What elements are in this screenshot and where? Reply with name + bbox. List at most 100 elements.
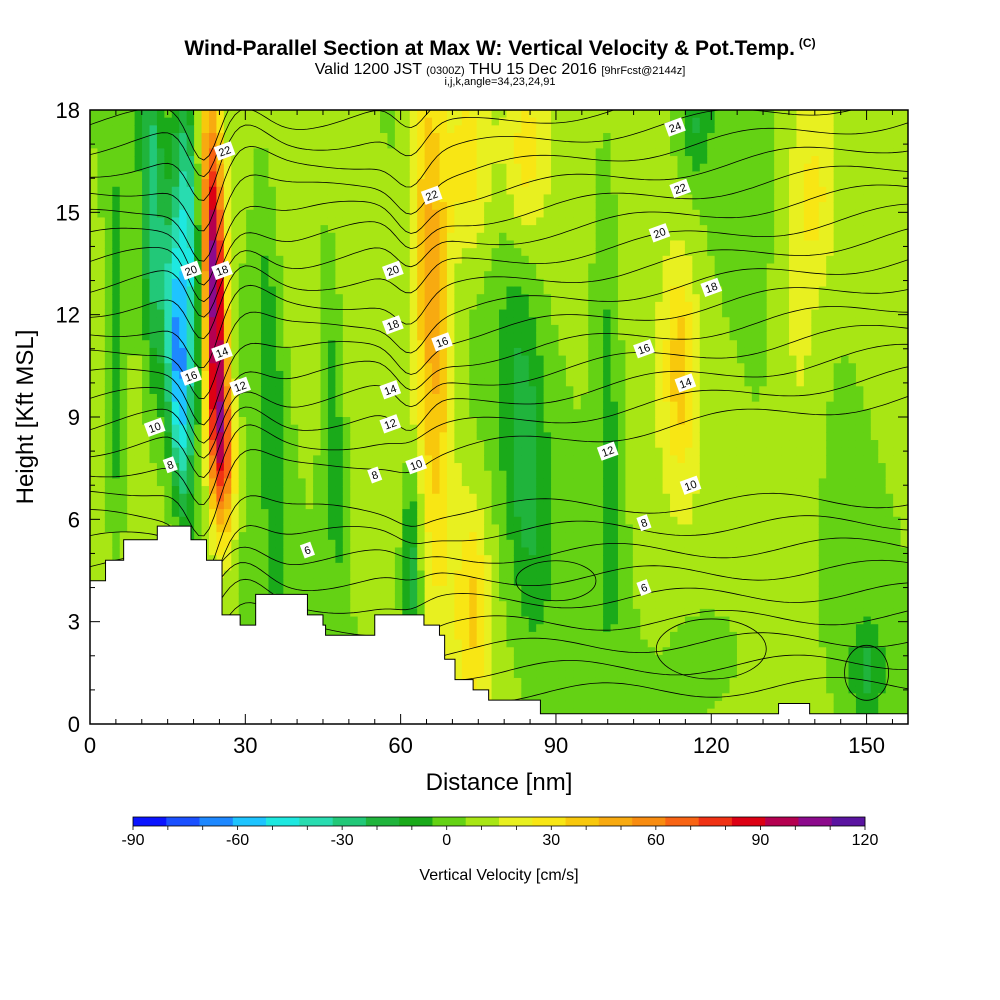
velocity-cell <box>238 532 247 541</box>
velocity-cell <box>246 401 255 410</box>
velocity-cell <box>194 171 203 180</box>
velocity-cell <box>253 555 262 564</box>
velocity-cell <box>208 217 218 226</box>
velocity-cell <box>156 156 165 165</box>
velocity-cell <box>424 110 433 119</box>
velocity-cell <box>469 378 478 387</box>
velocity-cell <box>528 562 537 572</box>
velocity-cell <box>223 455 232 464</box>
velocity-cell <box>499 317 508 326</box>
velocity-cell <box>179 117 188 126</box>
velocity-cell <box>104 532 113 541</box>
velocity-cell <box>149 478 158 487</box>
velocity-cell <box>305 455 314 464</box>
velocity-cell <box>394 248 403 257</box>
velocity-cell <box>484 616 493 625</box>
velocity-cell <box>536 278 545 288</box>
velocity-cell <box>149 148 158 157</box>
velocity-cell <box>476 179 485 188</box>
velocity-cell <box>208 186 218 196</box>
velocity-cell <box>194 363 203 372</box>
velocity-cell <box>476 670 485 679</box>
velocity-cell <box>491 647 500 656</box>
velocity-cell <box>469 393 478 403</box>
velocity-cell <box>231 608 240 618</box>
velocity-cell <box>454 401 463 410</box>
velocity-cell <box>119 171 128 180</box>
velocity-cell <box>513 470 522 479</box>
velocity-cell <box>446 370 455 380</box>
velocity-cell <box>446 509 455 518</box>
velocity-cell <box>461 340 470 349</box>
velocity-cell <box>394 202 403 211</box>
velocity-cell <box>513 647 522 656</box>
velocity-cell <box>268 570 277 579</box>
velocity-cell <box>134 486 143 495</box>
velocity-cell <box>380 547 389 556</box>
velocity-cell <box>290 309 299 318</box>
velocity-cell <box>476 516 485 526</box>
velocity-cell <box>97 555 106 564</box>
velocity-cell <box>253 133 262 142</box>
velocity-cell <box>320 386 329 395</box>
velocity-cell <box>417 133 426 142</box>
velocity-cell <box>357 547 366 556</box>
velocity-cell <box>499 616 508 625</box>
velocity-cell <box>275 186 284 196</box>
velocity-cell <box>387 248 396 257</box>
velocity-cell <box>372 332 381 341</box>
velocity-cell <box>365 593 374 602</box>
velocity-cell <box>201 363 210 372</box>
velocity-cell <box>350 601 359 610</box>
velocity-cell <box>402 317 411 326</box>
velocity-cell <box>268 332 277 341</box>
velocity-cell <box>521 286 530 295</box>
velocity-cell <box>432 424 441 433</box>
velocity-cell <box>335 378 344 387</box>
velocity-cell <box>439 440 448 449</box>
velocity-cell <box>231 409 240 418</box>
velocity-cell <box>543 700 552 710</box>
velocity-cell <box>424 332 433 341</box>
velocity-cell <box>104 509 113 518</box>
velocity-cell <box>268 516 277 526</box>
velocity-cell <box>231 171 240 180</box>
velocity-cell <box>223 532 232 541</box>
velocity-cell <box>186 240 195 249</box>
velocity-cell <box>104 209 113 219</box>
velocity-cell <box>432 248 441 257</box>
velocity-cell <box>446 309 455 318</box>
velocity-cell <box>275 547 284 556</box>
velocity-cell <box>365 156 374 165</box>
velocity-cell <box>201 370 210 380</box>
velocity-cell <box>127 317 136 326</box>
velocity-cell <box>513 217 522 226</box>
velocity-cell <box>305 186 314 196</box>
velocity-cell <box>350 263 359 272</box>
velocity-cell <box>208 501 218 510</box>
velocity-cell <box>246 393 255 403</box>
velocity-cell <box>357 516 366 526</box>
velocity-cell <box>380 125 389 134</box>
velocity-cell <box>380 601 389 610</box>
velocity-cell <box>491 140 500 149</box>
velocity-cell <box>387 532 396 541</box>
velocity-cell <box>156 240 165 249</box>
velocity-cell <box>454 470 463 479</box>
velocity-cell <box>305 355 314 364</box>
velocity-cell <box>223 171 232 180</box>
velocity-cell <box>380 493 389 503</box>
velocity-cell <box>283 209 292 219</box>
velocity-cell <box>461 401 470 410</box>
velocity-cell <box>461 447 470 456</box>
velocity-cell <box>372 493 381 503</box>
velocity-cell <box>119 470 128 479</box>
velocity-cell <box>484 179 493 188</box>
velocity-cell <box>313 263 322 272</box>
velocity-cell <box>394 232 403 242</box>
velocity-cell <box>446 125 455 134</box>
velocity-cell <box>409 286 418 295</box>
velocity-cell <box>476 332 485 341</box>
velocity-cell <box>231 493 240 503</box>
velocity-cell <box>90 202 99 211</box>
